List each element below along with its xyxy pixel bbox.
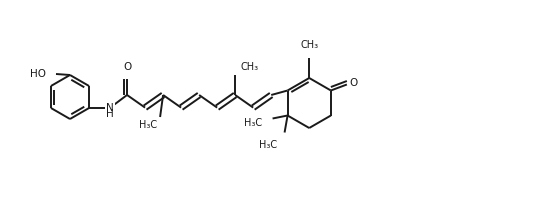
Text: CH₃: CH₃ <box>240 62 259 72</box>
Text: H₃C: H₃C <box>244 117 262 128</box>
Text: H₃C: H₃C <box>260 140 278 150</box>
Text: CH₃: CH₃ <box>300 40 318 50</box>
Text: O: O <box>350 77 358 88</box>
Text: N: N <box>106 103 114 113</box>
Text: O: O <box>123 62 131 72</box>
Text: H₃C: H₃C <box>139 120 157 130</box>
Text: H: H <box>106 109 114 119</box>
Text: HO: HO <box>30 69 46 79</box>
